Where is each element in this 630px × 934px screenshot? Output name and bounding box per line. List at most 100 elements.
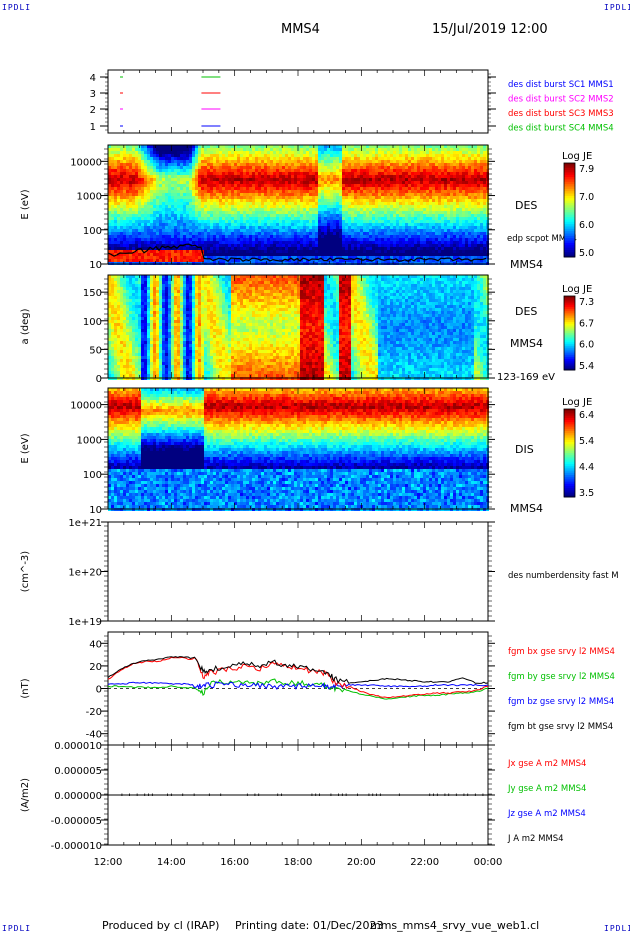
spectrogram-cell [162,214,165,217]
spectrogram-cell [267,229,270,232]
spectrogram-cell [228,229,231,232]
spectrogram-cell [279,184,282,187]
spectrogram-cell [111,238,114,241]
spectrogram-cell [462,175,465,178]
spectrogram-cell [459,145,462,148]
spectrogram-cell [153,172,156,175]
spectrogram-cell [186,199,189,202]
spectrogram-cell [423,175,426,178]
spectrogram-cell [390,163,393,166]
spectrogram-cell [252,229,255,232]
spectrogram-cell [237,226,240,229]
spectrogram-cell [426,220,429,223]
spectrogram-cell [240,154,243,157]
spectrogram-cell [342,256,345,259]
spectrogram-cell [282,256,285,259]
spectrogram-cell [345,247,348,250]
spectrogram-cell [408,205,411,208]
spectrogram-cell [225,178,228,181]
spectrogram-cell [435,214,438,217]
spectrogram-cell [141,172,144,175]
spectrogram-cell [183,184,186,187]
spectrogram-cell [219,181,222,184]
spectrogram-cell [147,229,150,232]
spectrogram-cell [309,163,312,166]
spectrogram-cell [363,172,366,175]
spectrogram-cell [210,211,213,214]
spectrogram-cell [216,259,219,262]
spectrogram-cell [117,190,120,193]
spectrogram-cell [213,157,216,160]
spectrogram-cell [342,235,345,238]
spectrogram-cell [438,202,441,205]
spectrogram-cell [318,238,321,241]
spectrogram-cell [378,238,381,241]
spectrogram-cell [315,193,318,196]
spectrogram-cell [240,190,243,193]
spectrogram-cell [177,235,180,238]
spectrogram-cell [333,148,336,151]
spectrogram-cell [363,211,366,214]
spectrogram-cell [132,145,135,148]
spectrogram-cell [180,205,183,208]
spectrogram-cell [165,223,168,226]
spectrogram-cell [294,256,297,259]
spectrogram-cell [411,214,414,217]
spectrogram-cell [432,208,435,211]
spectrogram-cell [315,256,318,259]
spectrogram-cell [435,226,438,229]
spectrogram-cell [447,151,450,154]
spectrogram-cell [441,226,444,229]
spectrogram-cell [303,235,306,238]
spectrogram-cell [318,175,321,178]
spectrogram-cell [249,223,252,226]
spectrogram-cell [150,244,153,247]
spectrogram-cell [282,211,285,214]
spectrogram-cell [318,250,321,253]
spectrogram-cell [375,184,378,187]
spectrogram-cell [321,223,324,226]
spectrogram-cell [420,259,423,262]
spectrogram-cell [321,199,324,202]
spectrogram-cell [111,163,114,166]
spectrogram-cell [192,217,195,220]
spectrogram-cell [453,145,456,148]
spectrogram-cell [324,163,327,166]
spectrogram-cell [216,220,219,223]
spectrogram-cell [324,235,327,238]
spectrogram-cell [423,151,426,154]
spectrogram-cell [246,175,249,178]
spectrogram-cell [429,238,432,241]
spectrogram-cell [462,202,465,205]
spectrogram-cell [366,205,369,208]
spectrogram-cell [303,157,306,160]
spectrogram-cell [384,175,387,178]
spectrogram-cell [447,223,450,226]
spectrogram-cell [324,217,327,220]
spectrogram-cell [375,157,378,160]
spectrogram-cell [150,184,153,187]
spectrogram-cell [237,250,240,253]
spectrogram-cell [255,157,258,160]
spectrogram-cell [411,145,414,148]
spectrogram-cell [429,235,432,238]
spectrogram-cell [288,223,291,226]
spectrogram-cell [348,238,351,241]
spectrogram-cell [291,235,294,238]
spectrogram-cell [462,241,465,244]
spectrogram-cell [270,148,273,151]
spectrogram-cell [114,253,117,256]
spectrogram-cell [471,235,474,238]
spectrogram-cell [378,256,381,259]
spectrogram-cell [168,214,171,217]
spectrogram-cell [225,250,228,253]
spectrogram-cell [357,178,360,181]
spectrogram-cell [195,190,198,193]
spectrogram-cell [183,160,186,163]
spectrogram-cell [180,241,183,244]
spectrogram-cell [207,169,210,172]
spectrogram-cell [471,199,474,202]
spectrogram-cell [318,190,321,193]
spectrogram-cell [318,220,321,223]
spectrogram-cell [222,166,225,169]
